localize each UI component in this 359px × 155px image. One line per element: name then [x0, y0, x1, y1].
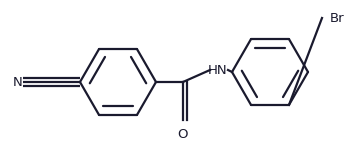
Text: O: O	[178, 128, 188, 140]
Text: Br: Br	[330, 11, 345, 24]
Text: HN: HN	[208, 64, 228, 77]
Text: N: N	[13, 75, 23, 89]
